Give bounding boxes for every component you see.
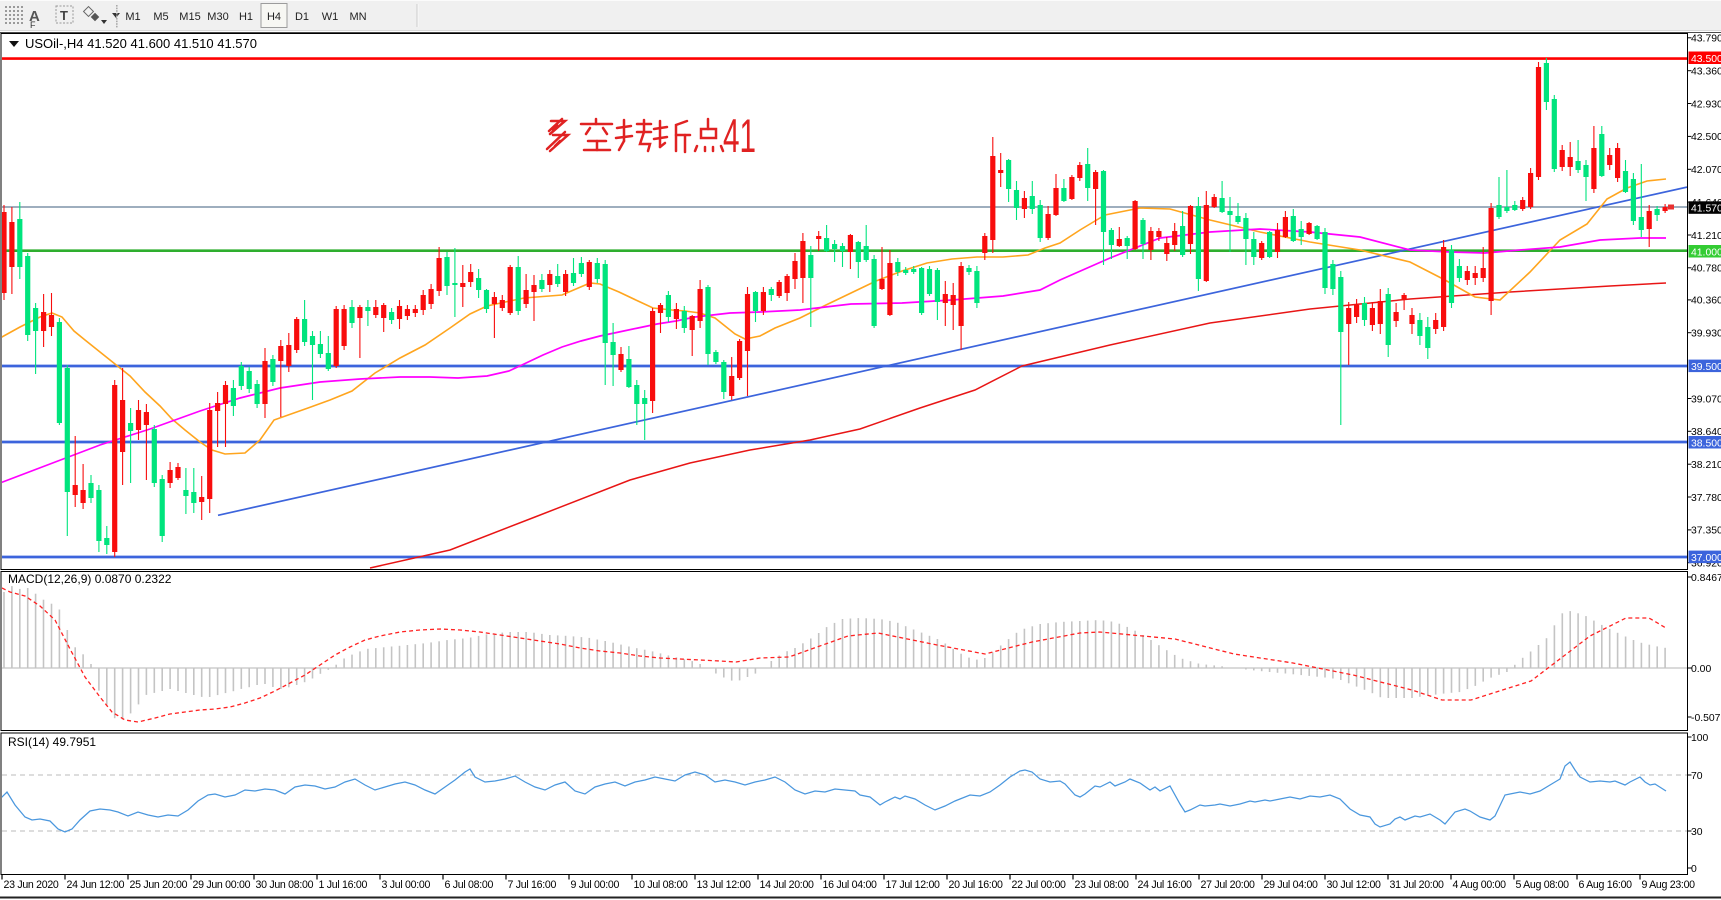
svg-text:M5: M5 [153,11,168,23]
svg-text:A: A [29,8,40,25]
svg-text:37.000: 37.000 [1691,553,1721,564]
svg-text:30 Jun 08:00: 30 Jun 08:00 [256,879,314,891]
svg-text:40.780: 40.780 [1691,264,1721,275]
svg-text:41.570: 41.570 [1691,204,1721,215]
svg-text:F: F [30,20,36,30]
svg-text:24 Jul 16:00: 24 Jul 16:00 [1138,879,1193,891]
svg-text:9 Jul 00:00: 9 Jul 00:00 [571,879,620,891]
svg-text:37.350: 37.350 [1691,526,1721,537]
svg-text:38.500: 38.500 [1691,438,1721,449]
svg-text:41.210: 41.210 [1691,231,1721,242]
svg-text:27 Jul 20:00: 27 Jul 20:00 [1201,879,1256,891]
svg-text:16 Jul 04:00: 16 Jul 04:00 [823,879,878,891]
svg-text:USOil-,H4 41.520 41.600 41.51: USOil-,H4 41.520 41.600 41.510 41.570 [25,36,257,51]
svg-text:24 Jun 12:00: 24 Jun 12:00 [67,879,125,891]
svg-text:14 Jul 20:00: 14 Jul 20:00 [760,879,815,891]
svg-text:W1: W1 [322,11,339,23]
svg-text:4 Aug 00:00: 4 Aug 00:00 [1453,879,1507,891]
svg-text:D1: D1 [295,11,309,23]
svg-text:20 Jul 16:00: 20 Jul 16:00 [949,879,1004,891]
svg-text:6 Aug 16:00: 6 Aug 16:00 [1579,879,1633,891]
svg-text:M1: M1 [125,11,140,23]
svg-text:1 Jul 16:00: 1 Jul 16:00 [319,879,368,891]
svg-text:6 Jul 08:00: 6 Jul 08:00 [445,879,494,891]
svg-text:23 Jun 2020: 23 Jun 2020 [4,879,59,891]
svg-text:7 Jul 16:00: 7 Jul 16:00 [508,879,557,891]
svg-text:41: 41 [723,109,756,162]
svg-text:0.00: 0.00 [1691,664,1711,675]
svg-text:10 Jul 08:00: 10 Jul 08:00 [634,879,689,891]
svg-text:H1: H1 [239,11,253,23]
svg-text:M15: M15 [179,11,200,23]
svg-text:42.930: 42.930 [1691,99,1721,110]
svg-text:42.070: 42.070 [1691,165,1721,176]
svg-text:MN: MN [349,11,366,23]
svg-text:38.210: 38.210 [1691,460,1721,471]
svg-text:40.360: 40.360 [1691,296,1721,307]
svg-text:39.070: 39.070 [1691,394,1721,405]
svg-text:30: 30 [1691,827,1703,838]
svg-text:23 Jul 08:00: 23 Jul 08:00 [1075,879,1130,891]
svg-text:MACD(12,26,9) 0.0870 0.2322: MACD(12,26,9) 0.0870 0.2322 [8,572,172,586]
svg-text:0: 0 [1691,864,1697,875]
svg-text:T: T [60,8,68,23]
svg-text:3 Jul 00:00: 3 Jul 00:00 [382,879,431,891]
svg-text:-0.5072: -0.5072 [1691,713,1721,724]
svg-text:38.640: 38.640 [1691,427,1721,438]
svg-text:100: 100 [1691,733,1709,744]
svg-text:37.780: 37.780 [1691,493,1721,504]
svg-text:42.500: 42.500 [1691,132,1721,143]
svg-text:29 Jun 00:00: 29 Jun 00:00 [193,879,251,891]
svg-text:30 Jul 12:00: 30 Jul 12:00 [1327,879,1382,891]
svg-text:43.360: 43.360 [1691,67,1721,78]
svg-text:25 Jun 20:00: 25 Jun 20:00 [130,879,188,891]
svg-text:41.000: 41.000 [1691,247,1721,258]
svg-text:5 Aug 08:00: 5 Aug 08:00 [1516,879,1570,891]
svg-text:0.8467: 0.8467 [1691,573,1721,584]
svg-text:13 Jul 12:00: 13 Jul 12:00 [697,879,752,891]
svg-text:36.920: 36.920 [1691,559,1721,570]
svg-text:RSI(14) 49.7951: RSI(14) 49.7951 [8,735,96,749]
svg-text:31 Jul 20:00: 31 Jul 20:00 [1390,879,1445,891]
svg-text:29 Jul 04:00: 29 Jul 04:00 [1264,879,1319,891]
svg-text:22 Jul 00:00: 22 Jul 00:00 [1012,879,1067,891]
svg-text:70: 70 [1691,771,1703,782]
svg-text:43.790: 43.790 [1691,34,1721,45]
svg-text:43.500: 43.500 [1691,54,1721,65]
svg-text:39.500: 39.500 [1691,362,1721,373]
svg-text:H4: H4 [267,11,281,23]
svg-text:M30: M30 [207,11,228,23]
svg-text:17 Jul 12:00: 17 Jul 12:00 [886,879,941,891]
svg-text:39.930: 39.930 [1691,329,1721,340]
svg-text:9 Aug 23:00: 9 Aug 23:00 [1642,879,1696,891]
